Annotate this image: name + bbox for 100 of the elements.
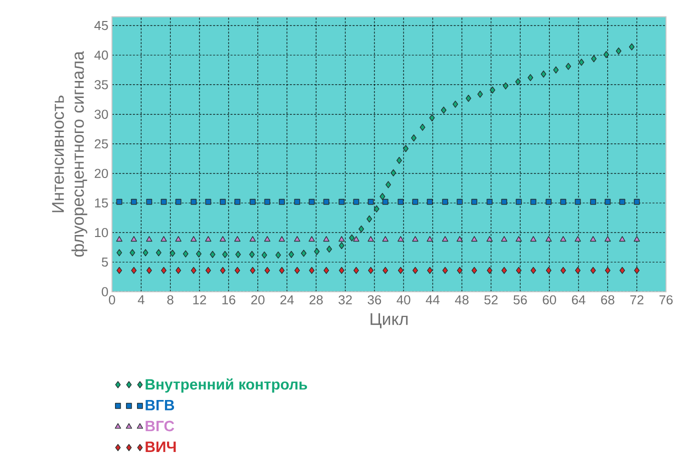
point: [182, 250, 188, 258]
point: [190, 198, 197, 205]
point: [530, 236, 536, 242]
point: [530, 198, 536, 205]
point: [396, 156, 402, 164]
point: [250, 236, 256, 242]
point: [326, 246, 332, 253]
point: [116, 236, 122, 242]
point: [546, 236, 552, 242]
point: [466, 94, 472, 102]
point: [398, 198, 404, 205]
x-tick-label: 16: [222, 295, 236, 304]
point: [634, 266, 640, 274]
point: [279, 266, 285, 274]
x-tick-label: 28: [310, 295, 323, 304]
point: [501, 266, 507, 274]
point: [501, 236, 508, 242]
point: [477, 90, 483, 98]
point: [176, 266, 182, 274]
point: [516, 236, 522, 242]
point: [116, 266, 122, 274]
point: [412, 236, 418, 242]
point: [308, 266, 314, 274]
point: [528, 74, 534, 82]
point: [398, 236, 404, 242]
point: [426, 198, 433, 205]
point: [382, 236, 388, 242]
point: [353, 236, 360, 242]
point: [486, 266, 492, 274]
point: [471, 236, 478, 242]
point: [420, 124, 426, 131]
point: [161, 266, 166, 274]
point: [486, 236, 493, 242]
point: [634, 198, 640, 205]
point: [338, 242, 344, 250]
point: [338, 198, 345, 205]
point: [574, 236, 581, 242]
point: [490, 86, 496, 94]
x-tick-label: 0: [108, 295, 116, 304]
point: [131, 266, 137, 274]
point: [294, 266, 300, 274]
x-axis-title: Цикл: [370, 313, 408, 328]
x-tick-label: 52: [484, 295, 498, 304]
y-tick-label: 40: [94, 50, 108, 60]
point: [294, 198, 300, 205]
point: [234, 198, 240, 205]
point: [604, 266, 610, 274]
point: [130, 249, 136, 256]
y-tick-label: 25: [94, 139, 108, 148]
point: [190, 266, 196, 274]
point: [442, 236, 448, 242]
point: [278, 236, 285, 242]
point: [604, 198, 611, 205]
x-tick-label: 44: [426, 295, 440, 304]
point: [591, 55, 597, 62]
point: [250, 198, 256, 205]
point: [222, 250, 228, 258]
point: [516, 266, 522, 274]
y-tick-label: 10: [95, 228, 108, 238]
point: [382, 266, 388, 274]
x-tick-label: 72: [630, 295, 644, 304]
point: [249, 250, 255, 258]
point: [427, 266, 433, 274]
point: [566, 62, 572, 70]
point: [411, 134, 417, 142]
point: [358, 225, 364, 233]
y-tick-label: 0: [102, 287, 108, 296]
point: [440, 106, 446, 114]
x-tick-label: 24: [280, 295, 294, 304]
point: [116, 249, 122, 256]
point: [142, 249, 148, 256]
point: [634, 236, 640, 242]
point: [530, 266, 536, 274]
y-tick-label: 15: [95, 198, 108, 208]
point: [382, 198, 388, 205]
point: [338, 266, 344, 274]
point: [288, 250, 294, 258]
x-tick-label: 32: [338, 295, 352, 304]
x-tick-label: 40: [396, 295, 410, 304]
point: [472, 266, 478, 274]
point: [264, 236, 270, 242]
point: [426, 236, 433, 242]
point: [502, 82, 508, 90]
point: [323, 198, 330, 205]
point: [374, 205, 380, 212]
point: [486, 198, 493, 205]
point: [234, 266, 240, 274]
point: [220, 236, 226, 242]
point: [620, 266, 626, 274]
point: [575, 266, 581, 274]
point: [160, 236, 167, 242]
point: [590, 266, 596, 274]
legend-label: ВГС: [146, 420, 174, 432]
point: [210, 250, 216, 258]
point: [175, 236, 182, 242]
legend-label: ВГВ: [146, 400, 174, 410]
point: [205, 236, 212, 242]
point: [553, 66, 559, 74]
point: [603, 51, 609, 58]
x-tick-label: 12: [193, 295, 206, 304]
